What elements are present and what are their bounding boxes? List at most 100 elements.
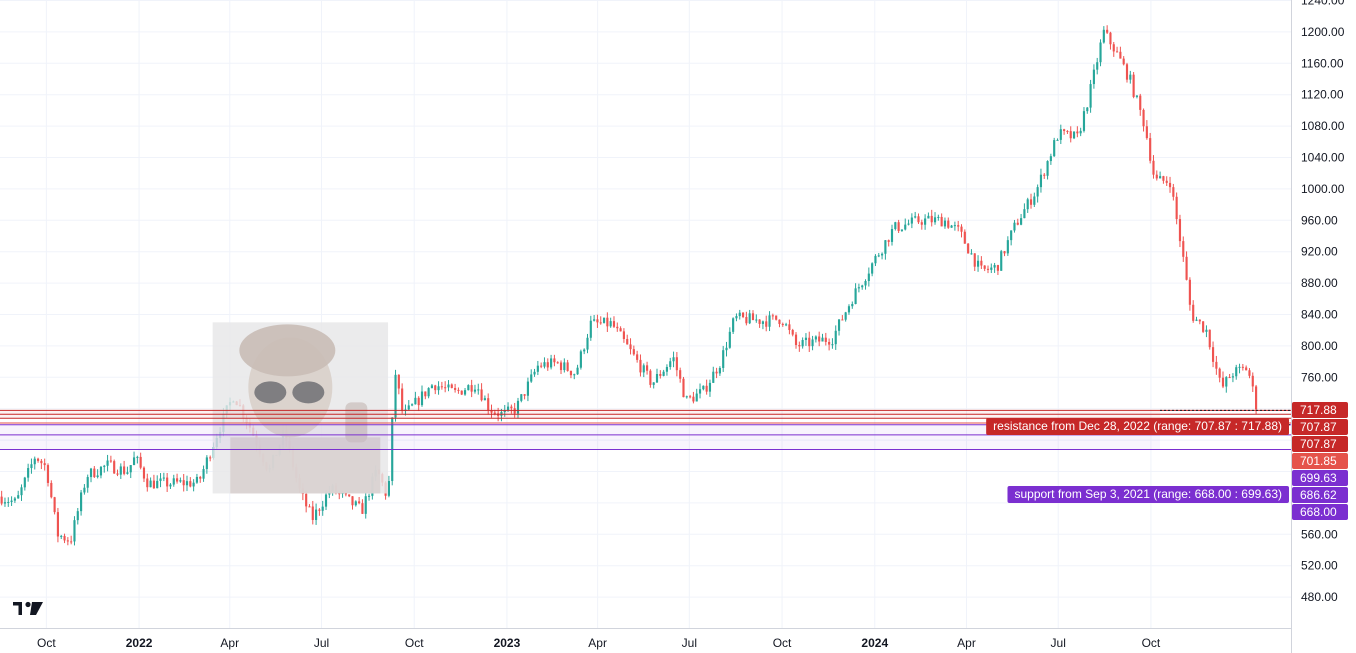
x-tick-label: Jul (682, 636, 697, 650)
candle-body (900, 229, 904, 231)
candle-body (1039, 174, 1043, 188)
candle-body (1119, 51, 1122, 59)
candle (1188, 277, 1191, 311)
candle (93, 466, 96, 478)
candle (1225, 376, 1228, 393)
candle-body (3, 502, 7, 504)
candle (655, 368, 659, 383)
candle (778, 319, 781, 328)
candle (460, 390, 463, 396)
candle-body (530, 374, 533, 382)
candle (1168, 176, 1172, 193)
candle (692, 391, 695, 404)
candle-body (930, 215, 933, 223)
candle-body (420, 391, 424, 406)
candle (682, 376, 685, 398)
logo-slash (30, 602, 43, 615)
candle-body (1135, 95, 1139, 97)
candle (897, 219, 900, 233)
candle (1000, 249, 1003, 271)
candle (1076, 126, 1079, 138)
candle (1231, 373, 1234, 383)
candle (1142, 108, 1145, 132)
candle (785, 322, 788, 327)
candle (735, 313, 738, 322)
candle-body (1046, 161, 1049, 176)
candle-body (1149, 138, 1152, 161)
candle-body (725, 347, 728, 351)
candle (837, 319, 841, 336)
candle (781, 322, 784, 327)
candle (722, 345, 725, 372)
zone-label-bg (1007, 486, 1289, 503)
candle-body (698, 389, 702, 394)
zones-layer (0, 409, 1291, 451)
candle (629, 338, 632, 355)
candle (0, 490, 3, 506)
candle-body (996, 265, 999, 271)
candle-body (401, 388, 404, 412)
candle (397, 374, 400, 395)
candle (791, 328, 794, 337)
candle (652, 382, 655, 389)
candle-body (1092, 69, 1095, 85)
candle-body (857, 287, 860, 289)
candle (318, 508, 321, 516)
candle (311, 500, 314, 525)
candle-body (927, 215, 930, 219)
candle (50, 480, 53, 499)
candle-body (679, 370, 682, 379)
candle (695, 388, 698, 402)
candle-body (821, 337, 824, 342)
candle (986, 265, 990, 274)
price-badge-text: 686.62 (1300, 488, 1337, 502)
candle (910, 213, 913, 229)
candle (1202, 321, 1205, 334)
candle (1211, 341, 1215, 368)
candle (993, 262, 996, 273)
candle (814, 335, 817, 343)
candle-body (940, 216, 943, 227)
candle-body (957, 225, 960, 227)
candle (1053, 137, 1056, 157)
candle-body (311, 506, 314, 520)
candle (176, 473, 179, 484)
candle (808, 331, 811, 352)
candle-body (503, 410, 506, 413)
candle-body (894, 222, 897, 229)
candle (86, 474, 89, 493)
candle-body (599, 322, 602, 324)
x-tick-label: Apr (588, 636, 607, 650)
candle-body (1168, 182, 1172, 188)
candle-body (659, 373, 662, 376)
candle (202, 465, 205, 482)
candle (980, 256, 983, 270)
photo-hand (345, 402, 368, 443)
candle (669, 357, 672, 370)
tradingview-logo-icon[interactable] (13, 601, 43, 615)
price-badge: 707.87 (1292, 436, 1348, 452)
candle-body (1089, 84, 1092, 108)
candle-body (361, 503, 364, 514)
candle-body (851, 304, 854, 307)
candle-body (20, 487, 23, 496)
candle-body (106, 460, 109, 466)
candle-body (1026, 199, 1029, 210)
candle (940, 213, 943, 227)
candle (569, 370, 573, 379)
candle (467, 384, 470, 391)
candle-body (30, 464, 33, 469)
candle (166, 472, 169, 492)
price-badge-bg (1292, 419, 1348, 435)
candle-body (712, 371, 715, 383)
candle (189, 477, 192, 488)
candle (976, 255, 980, 272)
candle-body (348, 494, 351, 497)
candle-body (36, 458, 40, 461)
candle (914, 211, 917, 219)
candle (970, 249, 973, 255)
candle-body (1023, 209, 1026, 219)
candle (990, 263, 993, 274)
candle-body (199, 476, 202, 479)
